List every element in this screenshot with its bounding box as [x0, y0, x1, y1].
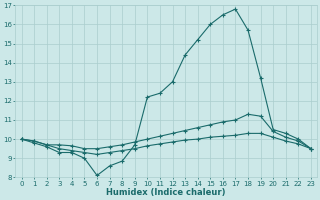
X-axis label: Humidex (Indice chaleur): Humidex (Indice chaleur): [107, 188, 226, 197]
